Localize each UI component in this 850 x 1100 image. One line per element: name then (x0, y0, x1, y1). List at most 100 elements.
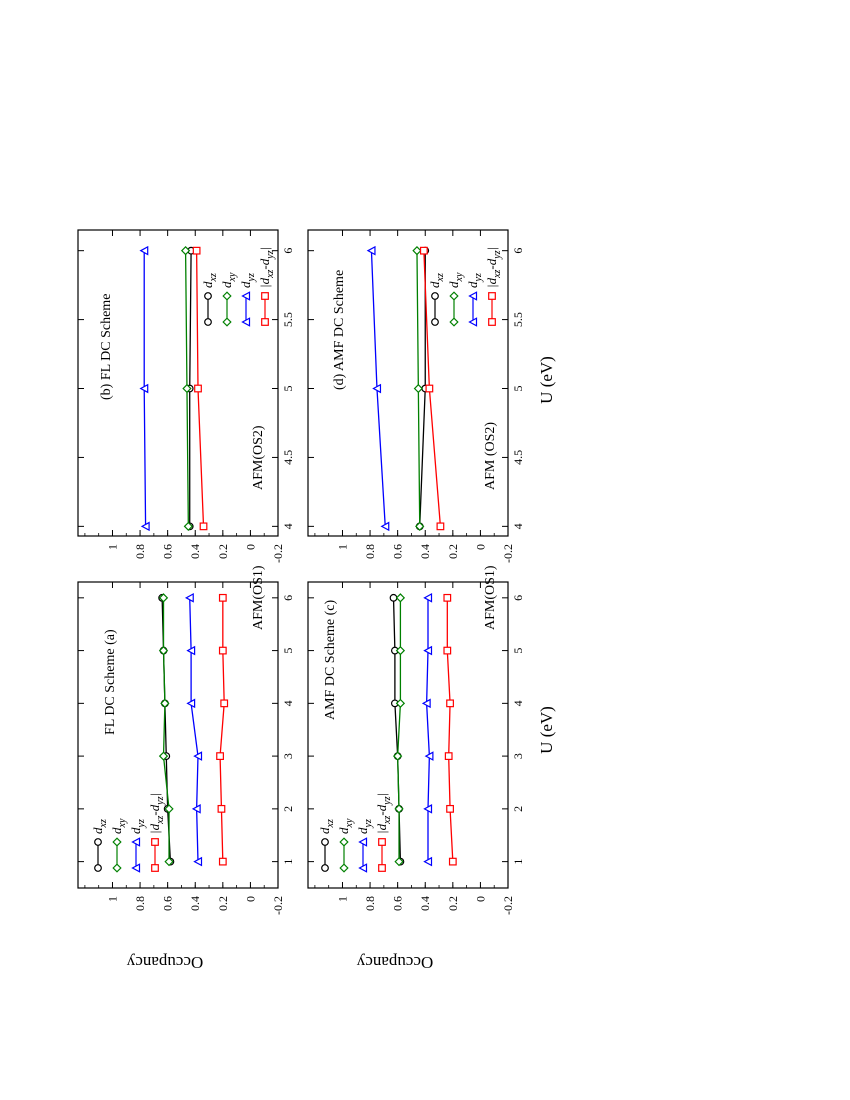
legend-label: |dxz-dyz| (484, 247, 503, 288)
ytick-label: 0 (243, 544, 257, 550)
series-line (219, 597, 225, 862)
ytick-label: 0.8 (133, 896, 147, 911)
data-point (366, 245, 376, 256)
data-point (444, 752, 453, 761)
xtick-label: 5 (281, 648, 295, 654)
ytick-label: 0.2 (216, 896, 230, 911)
panel-annotation: AFM(OS1) (483, 565, 498, 630)
xtick-label: 4 (511, 700, 525, 706)
legend-label: dxy (109, 818, 128, 834)
legend-marker (378, 864, 386, 872)
legend-marker (431, 292, 439, 300)
data-point (413, 383, 423, 394)
ytick-label: 0 (473, 544, 487, 550)
ytick-label: 0.4 (188, 896, 202, 911)
legend-marker (449, 317, 459, 327)
ytick-label: 1 (335, 896, 349, 902)
data-point (448, 857, 457, 866)
data-point (380, 521, 390, 532)
panel-annotation: AFM(OS1) (251, 565, 266, 630)
data-point (186, 645, 196, 656)
legend-marker (339, 863, 349, 873)
legend-label: dyz (128, 819, 147, 834)
panel-d: 4 4.5 5 5.5 6 -0.2 0 0.2 0.4 0.6 0.8 1 (d) AMF DC Sc… (307, 229, 525, 563)
xtick-label: 4 (281, 523, 295, 529)
panel-title: FL DC Scheme (a) (103, 629, 118, 735)
legend-label: dxz (200, 273, 219, 288)
data-point (372, 383, 382, 394)
xtick-label: 3 (511, 753, 525, 759)
ytick-label: 0.6 (391, 896, 405, 911)
series-line (397, 597, 402, 862)
legend-marker (468, 317, 478, 327)
ytick-label: 0.8 (133, 544, 147, 559)
legend-label: dxz (317, 819, 336, 834)
legend-label: dxy (219, 272, 238, 288)
plot-frame (307, 581, 509, 889)
series-line (162, 597, 170, 862)
series-dxzdyz (443, 593, 457, 866)
legend-label: dxy (446, 272, 465, 288)
xtick-label: 1 (281, 859, 295, 865)
series-dyz (139, 245, 150, 532)
xtick-label: 5 (511, 648, 525, 654)
data-point (394, 804, 404, 814)
ytick-label: 1 (335, 544, 349, 550)
data-point (412, 246, 422, 256)
ytick-label: 0.6 (391, 544, 405, 559)
xtick-label: 4.5 (281, 450, 295, 465)
series-dyz (366, 245, 390, 532)
xtick-label: 1 (511, 859, 525, 865)
data-point (395, 698, 406, 708)
series-dxy (158, 593, 174, 867)
series-dyz (421, 593, 434, 867)
data-point (194, 384, 202, 393)
data-point (140, 521, 150, 532)
ytick-label: 0.4 (188, 544, 202, 559)
legend-label: dyz (355, 819, 374, 834)
legend-label: |dxz-dyz| (374, 793, 393, 834)
ylabel-bottom: Occupancy (356, 953, 433, 972)
data-point (443, 646, 452, 655)
legend-marker (241, 317, 251, 327)
data-point (220, 699, 229, 708)
legend-label: dyz (238, 273, 257, 288)
data-point (395, 593, 406, 603)
data-point (419, 246, 428, 255)
series-line (425, 597, 431, 862)
legend-marker (112, 837, 122, 847)
xtick-label: 4.5 (511, 450, 525, 465)
legend-marker (131, 863, 141, 873)
series-line (446, 597, 454, 862)
xtick-label: 2 (281, 806, 295, 812)
legend-marker (261, 318, 269, 326)
legend-marker (112, 863, 122, 873)
plot-frame (77, 581, 279, 889)
data-point (217, 804, 226, 813)
data-point (193, 856, 203, 867)
panel-annotation: AFM(OS2) (251, 425, 266, 490)
ytick-label: 0.6 (161, 544, 175, 559)
data-point (436, 522, 445, 531)
panel-annotation: AFM (OS2) (483, 422, 498, 490)
xtick-label: 3 (281, 753, 295, 759)
data-point (424, 751, 434, 761)
data-point (199, 522, 208, 531)
data-point (160, 698, 170, 708)
data-point (180, 246, 191, 256)
xtick-label: 5.5 (511, 312, 525, 327)
legend-marker (131, 837, 141, 847)
xtick-label: 6 (281, 595, 295, 601)
data-point (139, 383, 149, 394)
ytick-label: -0.2 (501, 544, 515, 563)
series-dxzdyz (192, 246, 208, 531)
legend-marker (449, 291, 459, 301)
data-point (191, 804, 201, 814)
data-point (393, 751, 403, 761)
ytick-label: -0.2 (501, 896, 515, 915)
legend-marker (151, 864, 159, 872)
legend-marker (321, 864, 329, 872)
